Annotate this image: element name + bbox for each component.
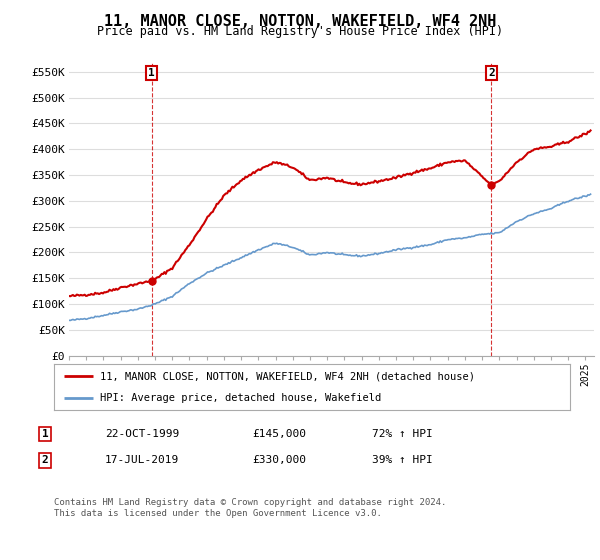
Text: £145,000: £145,000	[252, 429, 306, 439]
Text: 72% ↑ HPI: 72% ↑ HPI	[372, 429, 433, 439]
Text: 11, MANOR CLOSE, NOTTON, WAKEFIELD, WF4 2NH: 11, MANOR CLOSE, NOTTON, WAKEFIELD, WF4 …	[104, 14, 496, 29]
Text: 22-OCT-1999: 22-OCT-1999	[105, 429, 179, 439]
Text: £330,000: £330,000	[252, 455, 306, 465]
Text: 2: 2	[488, 68, 495, 78]
Text: 11, MANOR CLOSE, NOTTON, WAKEFIELD, WF4 2NH (detached house): 11, MANOR CLOSE, NOTTON, WAKEFIELD, WF4 …	[100, 371, 475, 381]
Text: 2: 2	[41, 455, 49, 465]
Text: 17-JUL-2019: 17-JUL-2019	[105, 455, 179, 465]
Text: 39% ↑ HPI: 39% ↑ HPI	[372, 455, 433, 465]
Text: 1: 1	[148, 68, 155, 78]
Text: Contains HM Land Registry data © Crown copyright and database right 2024.
This d: Contains HM Land Registry data © Crown c…	[54, 498, 446, 518]
Text: Price paid vs. HM Land Registry's House Price Index (HPI): Price paid vs. HM Land Registry's House …	[97, 25, 503, 38]
Text: HPI: Average price, detached house, Wakefield: HPI: Average price, detached house, Wake…	[100, 393, 382, 403]
Text: 1: 1	[41, 429, 49, 439]
